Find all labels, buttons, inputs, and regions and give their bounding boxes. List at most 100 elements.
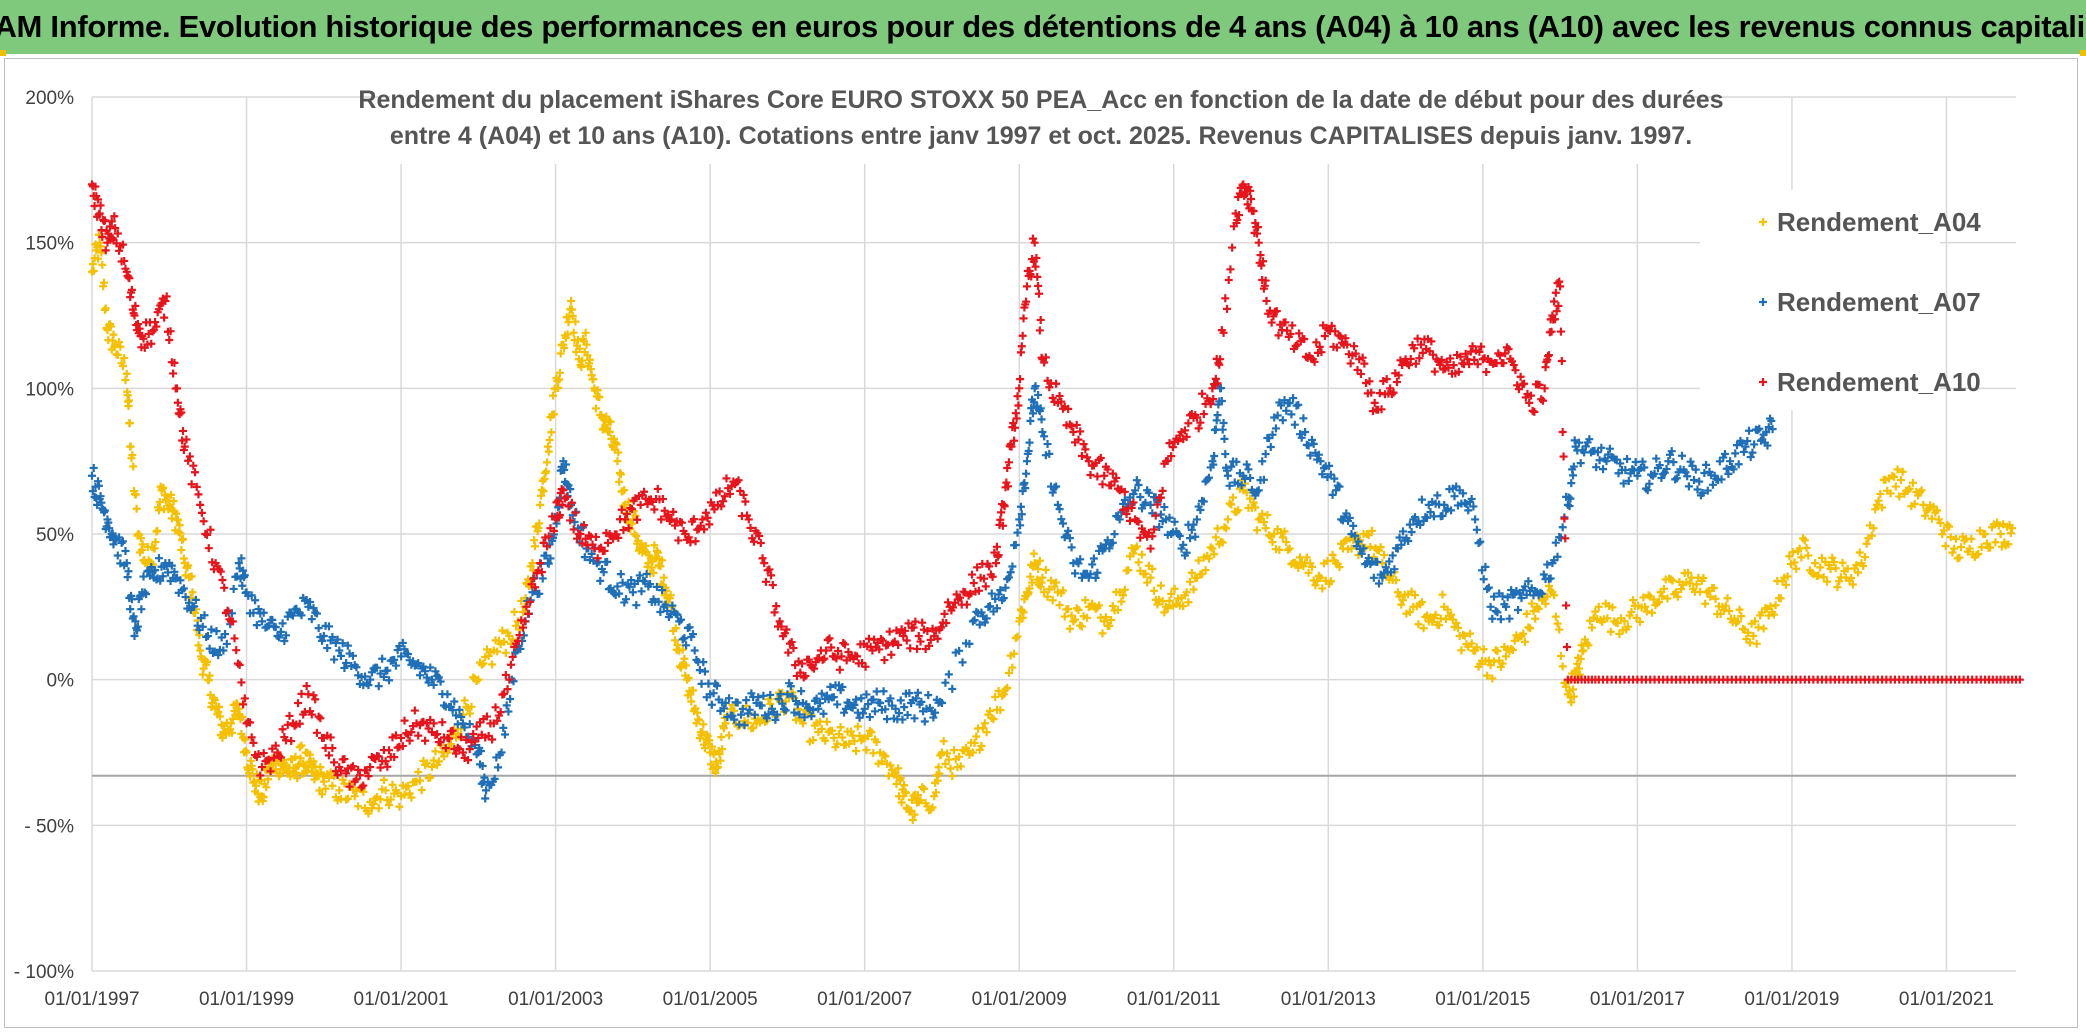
data-point bbox=[986, 707, 995, 716]
data-point bbox=[1559, 452, 1568, 461]
data-point bbox=[1936, 519, 1945, 528]
data-point bbox=[676, 615, 685, 624]
data-point bbox=[115, 533, 124, 542]
data-point bbox=[566, 516, 575, 525]
data-point bbox=[710, 505, 719, 514]
data-point bbox=[996, 515, 1005, 524]
data-point bbox=[229, 584, 238, 593]
data-point bbox=[867, 728, 876, 737]
data-point bbox=[462, 735, 471, 744]
data-point bbox=[1018, 331, 1027, 340]
data-point bbox=[1038, 428, 1047, 437]
data-point bbox=[133, 622, 142, 631]
data-point bbox=[1218, 425, 1227, 434]
data-point bbox=[235, 660, 244, 669]
data-point bbox=[1290, 420, 1299, 429]
data-point bbox=[850, 737, 859, 746]
data-point bbox=[1050, 582, 1059, 591]
data-point bbox=[508, 652, 517, 661]
data-point bbox=[155, 498, 164, 507]
data-point bbox=[1717, 475, 1726, 484]
data-point bbox=[248, 765, 257, 774]
data-point bbox=[1175, 531, 1184, 540]
x-tick-label: 01/01/2015 bbox=[1435, 989, 1530, 1010]
data-point bbox=[1350, 531, 1359, 540]
data-point bbox=[496, 708, 505, 717]
data-point bbox=[644, 559, 653, 568]
data-point bbox=[1259, 257, 1268, 266]
data-point bbox=[1354, 537, 1363, 546]
data-point bbox=[276, 627, 285, 636]
data-point bbox=[624, 524, 633, 533]
data-point bbox=[1534, 604, 1543, 613]
data-point bbox=[288, 611, 297, 620]
data-point bbox=[374, 752, 383, 761]
data-point bbox=[1399, 596, 1407, 605]
data-point bbox=[131, 617, 140, 626]
data-point bbox=[1895, 492, 1904, 501]
data-point bbox=[1977, 543, 1986, 552]
data-point bbox=[807, 712, 816, 721]
data-point bbox=[1392, 576, 1401, 585]
data-point bbox=[569, 328, 578, 337]
data-point bbox=[1143, 578, 1152, 587]
data-point bbox=[1389, 388, 1398, 397]
data-point bbox=[1640, 463, 1649, 472]
data-point bbox=[103, 238, 112, 247]
data-point bbox=[1095, 601, 1104, 610]
data-point bbox=[1213, 524, 1222, 533]
data-point bbox=[1330, 474, 1339, 483]
data-point bbox=[441, 744, 450, 753]
data-point bbox=[247, 733, 256, 742]
data-point bbox=[407, 728, 416, 737]
data-point bbox=[1741, 442, 1750, 451]
data-point bbox=[667, 515, 676, 524]
data-point bbox=[460, 696, 469, 705]
data-point bbox=[323, 644, 332, 653]
data-point bbox=[593, 554, 602, 563]
data-point bbox=[493, 716, 502, 725]
data-point bbox=[1182, 432, 1191, 441]
data-point bbox=[703, 731, 712, 740]
data-point bbox=[465, 720, 474, 729]
data-point bbox=[739, 490, 748, 499]
data-point bbox=[1198, 389, 1207, 398]
data-point bbox=[1228, 243, 1237, 252]
data-point bbox=[1440, 500, 1449, 509]
data-point bbox=[271, 623, 280, 632]
data-point bbox=[1001, 583, 1010, 592]
data-point bbox=[560, 344, 569, 353]
data-point bbox=[205, 644, 214, 653]
data-point bbox=[1750, 440, 1759, 449]
data-point bbox=[1460, 631, 1469, 640]
data-point bbox=[238, 581, 247, 590]
data-point bbox=[1031, 262, 1040, 271]
data-point bbox=[1032, 253, 1041, 262]
data-point bbox=[1107, 615, 1116, 624]
data-point bbox=[600, 546, 609, 555]
data-point bbox=[730, 706, 739, 715]
data-point bbox=[1153, 600, 1162, 609]
data-point bbox=[126, 442, 135, 451]
data-point bbox=[605, 428, 614, 437]
data-point bbox=[1089, 554, 1098, 563]
data-point bbox=[434, 757, 443, 766]
data-point bbox=[649, 568, 658, 577]
data-point bbox=[1194, 424, 1203, 433]
data-point bbox=[720, 492, 729, 501]
data-point bbox=[905, 689, 914, 698]
data-point bbox=[1350, 342, 1359, 351]
data-point bbox=[857, 694, 866, 703]
data-point bbox=[625, 582, 634, 591]
data-point bbox=[1620, 617, 1629, 626]
data-point bbox=[942, 619, 951, 628]
data-point bbox=[194, 641, 203, 650]
data-point bbox=[116, 342, 125, 351]
data-point bbox=[306, 598, 315, 607]
data-point bbox=[1034, 281, 1043, 290]
data-point bbox=[1134, 480, 1143, 489]
data-point bbox=[316, 714, 325, 723]
data-point bbox=[343, 794, 352, 803]
data-point bbox=[1179, 602, 1188, 611]
data-point bbox=[1312, 338, 1321, 347]
